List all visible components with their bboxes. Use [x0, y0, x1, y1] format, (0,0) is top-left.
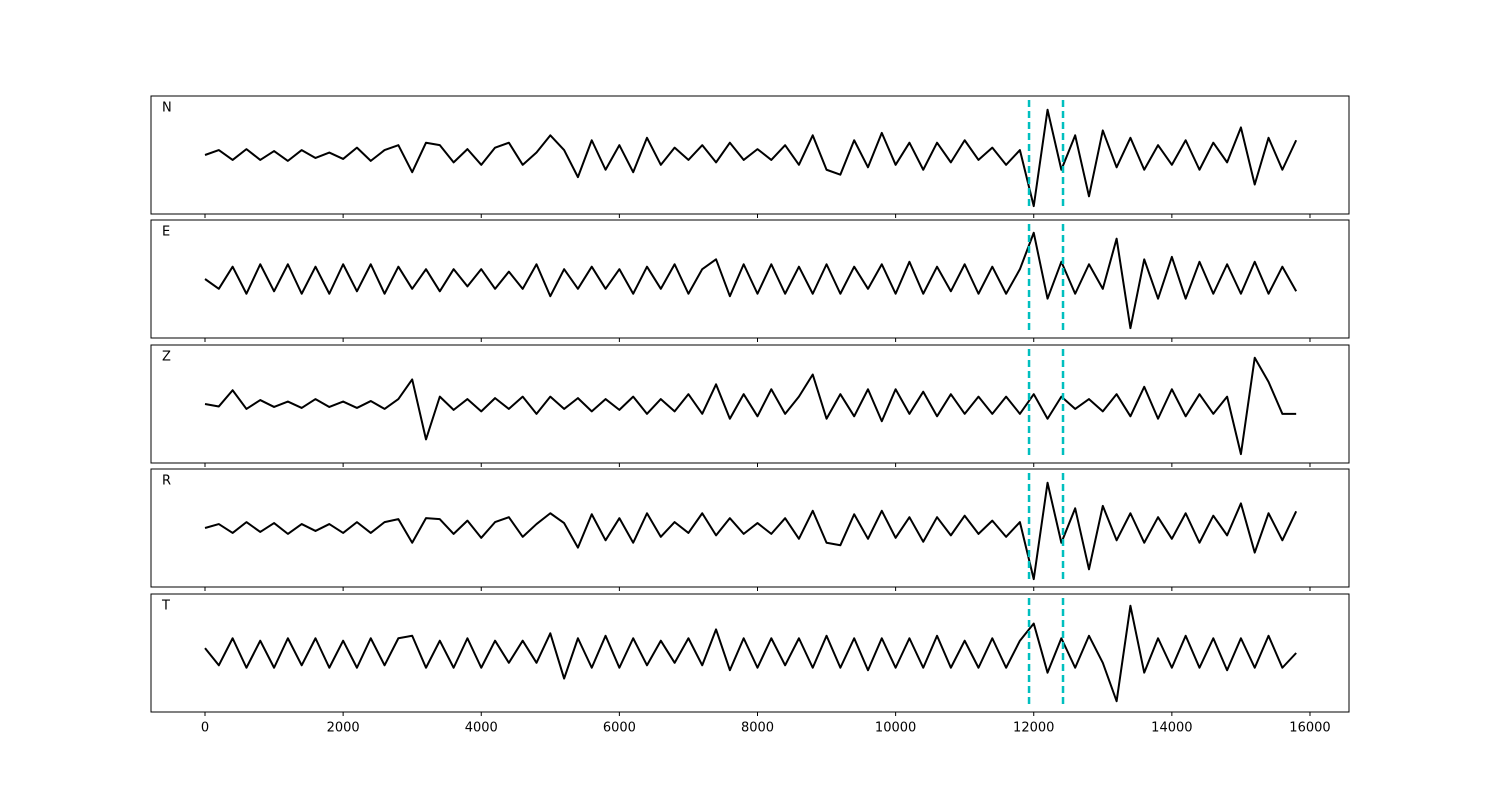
trace	[204, 108, 1298, 208]
x-tick-label: 10000	[875, 721, 916, 736]
trace	[204, 356, 1297, 456]
trace	[204, 481, 1298, 581]
x-tick-label: 0	[201, 721, 209, 736]
panel-frame	[150, 95, 1350, 215]
panel-label: Z	[162, 350, 171, 365]
x-tick-label: 8000	[741, 721, 774, 736]
x-tick-label: 14000	[1151, 721, 1192, 736]
x-tick-label: 12000	[1013, 721, 1054, 736]
x-tick-label: 6000	[603, 721, 636, 736]
panel-label: E	[162, 225, 170, 240]
x-tick-label: 4000	[465, 721, 498, 736]
trace	[204, 604, 1297, 703]
panel-frame	[150, 219, 1350, 339]
x-tick-label: 16000	[1289, 721, 1330, 736]
panel-label: N	[162, 101, 172, 116]
panel-frame	[150, 344, 1350, 464]
x-tick-label: 2000	[327, 721, 360, 736]
trace	[204, 231, 1298, 330]
panel-label: T	[161, 599, 170, 614]
panel-frame	[150, 468, 1350, 588]
panel-label: R	[162, 474, 171, 489]
panel-frame	[150, 593, 1350, 713]
